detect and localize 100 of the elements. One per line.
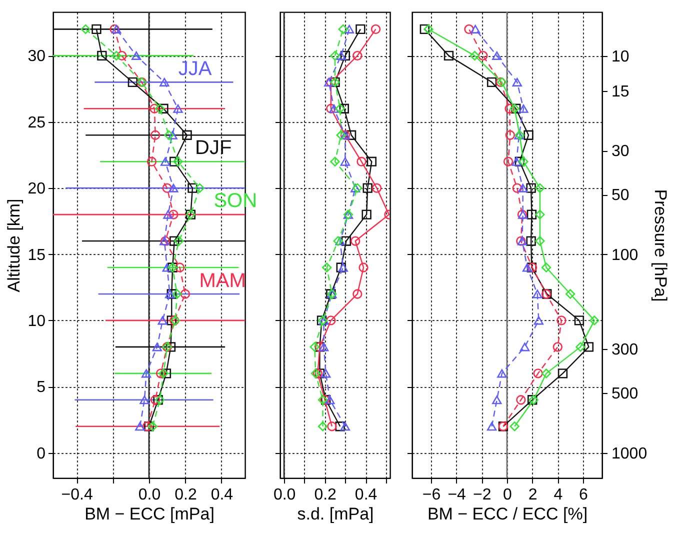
point <box>146 156 157 166</box>
point <box>492 51 502 60</box>
y-tick-label: 30 <box>28 48 46 66</box>
point <box>310 342 320 352</box>
point <box>492 396 502 404</box>
x-axis-title: BM − ECC [mPa] <box>84 504 214 524</box>
x-tick-label: −4 <box>448 486 466 504</box>
point <box>470 50 480 61</box>
point <box>80 24 90 34</box>
point <box>340 157 350 166</box>
point <box>518 184 528 192</box>
point <box>352 183 362 193</box>
x-axis-title: s.d. [mPa] <box>297 504 374 524</box>
point <box>358 262 368 272</box>
point <box>92 24 102 34</box>
point <box>535 183 545 193</box>
x-axis-title: BM − ECC / ECC [%] <box>427 504 588 524</box>
y-tick-label: 15 <box>28 246 46 264</box>
point <box>352 289 362 299</box>
text: 1000 <box>612 445 648 462</box>
point <box>135 422 145 431</box>
series-label: DJF <box>195 137 232 160</box>
y-tick-label: 20 <box>28 180 46 198</box>
point <box>155 104 165 114</box>
point <box>335 104 345 114</box>
point <box>576 342 586 352</box>
point <box>352 50 362 61</box>
point <box>520 342 530 352</box>
point <box>504 104 514 114</box>
x-tick-label: −6 <box>422 486 441 504</box>
point <box>322 262 332 272</box>
point <box>535 236 545 246</box>
text: 50 <box>612 187 630 204</box>
point <box>464 24 474 34</box>
point <box>131 51 142 60</box>
point <box>470 24 480 34</box>
text: 30 <box>612 143 630 160</box>
point <box>150 130 160 140</box>
text: 300 <box>612 342 638 359</box>
point <box>174 262 185 272</box>
point <box>321 369 331 378</box>
point <box>318 342 329 352</box>
x-tick-label: 0 <box>503 486 512 504</box>
point <box>338 24 348 34</box>
point <box>524 130 534 140</box>
point <box>160 157 170 166</box>
point <box>526 236 536 246</box>
point <box>164 130 174 140</box>
point <box>486 422 497 431</box>
point <box>505 130 515 140</box>
point <box>366 156 376 166</box>
point <box>162 263 172 272</box>
point <box>541 368 552 378</box>
point <box>424 24 434 34</box>
point <box>526 210 537 220</box>
point <box>532 290 542 298</box>
point <box>510 422 520 432</box>
x-tick-label: 4 <box>554 486 563 504</box>
point <box>512 183 522 193</box>
point <box>346 130 356 140</box>
x-tick-label: 6 <box>579 486 588 504</box>
point <box>97 50 107 61</box>
point <box>503 156 514 166</box>
series-label: MAM <box>199 270 246 292</box>
point <box>512 157 522 166</box>
point <box>162 183 172 193</box>
point <box>128 77 138 87</box>
point <box>340 422 350 431</box>
point <box>336 51 346 60</box>
point <box>158 368 168 378</box>
point <box>194 183 205 193</box>
point <box>152 342 162 352</box>
point <box>168 130 178 140</box>
point <box>534 316 544 325</box>
x-tick-label: −0.4 <box>61 486 93 504</box>
x-tick-label: 2 <box>528 486 538 504</box>
point <box>180 289 190 299</box>
point <box>486 77 497 87</box>
point <box>335 422 345 432</box>
point <box>356 24 366 34</box>
x-tick-label: 0.4 <box>210 486 234 504</box>
point <box>574 316 584 326</box>
point <box>444 50 454 61</box>
point <box>590 316 600 326</box>
point <box>535 210 545 220</box>
point <box>541 262 552 272</box>
point <box>497 369 507 378</box>
point <box>372 183 382 193</box>
x-tick-label: 0.4 <box>354 486 378 504</box>
point <box>141 369 152 378</box>
text: 15 <box>612 83 630 100</box>
point <box>140 396 150 404</box>
text: 500 <box>612 386 638 403</box>
point <box>182 130 192 140</box>
x-tick-label: 0.0 <box>138 486 161 504</box>
point <box>150 104 160 114</box>
y-tick-label: 25 <box>28 114 46 132</box>
point <box>330 156 340 166</box>
x-tick-label: −2 <box>473 486 492 504</box>
point <box>362 183 372 193</box>
